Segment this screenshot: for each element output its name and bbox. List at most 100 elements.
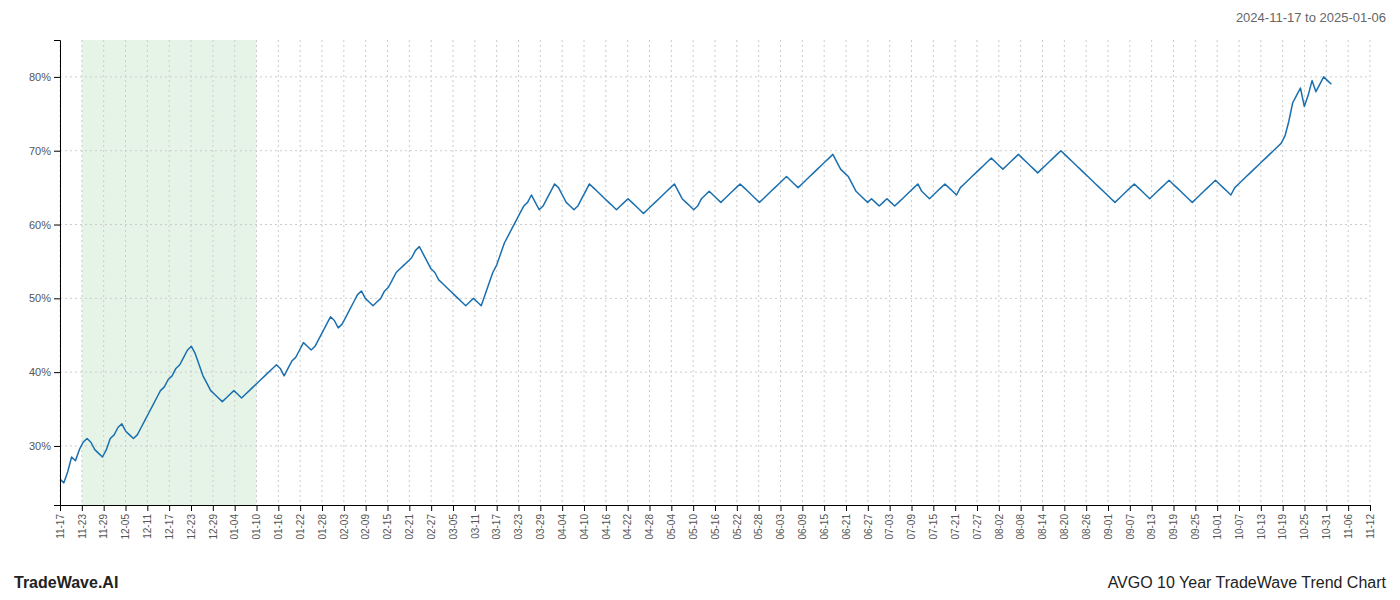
x-grid-line: [496, 40, 497, 505]
x-tick-label: 02-27: [426, 514, 437, 540]
x-tick-mark: [104, 505, 105, 511]
x-tick: 02-09: [360, 505, 371, 540]
x-tick-label: 06-27: [863, 514, 874, 540]
x-grid-line: [693, 40, 694, 505]
x-grid-line: [562, 40, 563, 505]
x-tick: 09-25: [1190, 505, 1201, 540]
x-tick: 04-04: [557, 505, 568, 540]
x-grid-line: [1217, 40, 1218, 505]
x-grid-line: [627, 40, 628, 505]
texts: 2024-11-17 to 2025-01-06TradeWave.AIAVGO…: [14, 10, 1387, 591]
x-tick-mark: [169, 505, 170, 511]
y-axis: 30%40%50%60%70%80%: [29, 41, 61, 506]
x-grid-line: [802, 40, 803, 505]
x-tick: 11-12: [1365, 505, 1376, 539]
x-tick-mark: [737, 505, 738, 511]
y-tick-mark: [54, 298, 60, 299]
x-grid-line: [824, 40, 825, 505]
x-tick-mark: [1348, 505, 1349, 511]
x-tick-mark: [322, 505, 323, 511]
x-tick-mark: [1086, 505, 1087, 511]
x-tick: 07-21: [950, 505, 961, 540]
x-tick-mark: [933, 505, 934, 511]
x-tick: 08-26: [1081, 505, 1092, 540]
x-grid-line: [1042, 40, 1043, 505]
x-tick-mark: [1043, 505, 1044, 511]
x-tick-label: 12-23: [186, 514, 197, 540]
x-tick-label: 04-28: [644, 514, 655, 540]
x-grid-line: [409, 40, 410, 505]
x-tick: 03-05: [448, 505, 459, 540]
x-grid-line: [81, 40, 82, 505]
x-grid-line: [1239, 40, 1240, 505]
x-tick-label: 07-03: [884, 514, 895, 540]
x-grid-line: [322, 40, 323, 505]
x-tick-label: 04-04: [557, 514, 568, 540]
x-grid-line: [1064, 40, 1065, 505]
x-grid-line: [343, 40, 344, 505]
y-tick-label: 50%: [29, 292, 51, 304]
x-tick-label: 07-27: [972, 514, 983, 540]
x-tick: 12-23: [186, 505, 197, 540]
y-tick-label: 30%: [29, 440, 51, 452]
x-tick: 04-28: [644, 505, 655, 540]
x-tick: 03-17: [491, 505, 502, 540]
x-tick: 10-01: [1212, 505, 1223, 540]
x-tick-label: 07-09: [906, 514, 917, 540]
x-tick: 09-13: [1146, 505, 1157, 540]
x-tick-mark: [671, 505, 672, 511]
x-tick: 08-08: [1015, 505, 1026, 540]
x-tick: 09-07: [1125, 505, 1136, 540]
x-tick: 07-27: [972, 505, 983, 540]
x-tick-label: 09-01: [1103, 514, 1114, 540]
x-tick-mark: [1021, 505, 1022, 511]
x-grid-line: [1195, 40, 1196, 505]
x-grid-line: [933, 40, 934, 505]
x-tick-mark: [366, 505, 367, 511]
x-tick-mark: [955, 505, 956, 511]
x-tick-label: 01-10: [251, 514, 262, 540]
x-tick: 06-03: [775, 505, 786, 540]
x-grid-line: [1151, 40, 1152, 505]
x-tick-label: 10-31: [1321, 514, 1332, 540]
x-tick: 10-25: [1299, 505, 1310, 540]
highlight-band: [82, 40, 257, 505]
x-tick-mark: [1283, 505, 1284, 511]
x-tick: 07-15: [928, 505, 939, 540]
x-tick-mark: [693, 505, 694, 511]
x-tick: 03-23: [513, 505, 524, 540]
x-tick-mark: [781, 505, 782, 511]
y-tick-mark: [54, 372, 60, 373]
x-tick-mark: [519, 505, 520, 511]
y-tick-mark: [54, 446, 60, 447]
x-tick-mark: [1174, 505, 1175, 511]
x-grid-line: [649, 40, 650, 505]
x-grid-line: [125, 40, 126, 505]
x-tick-label: 05-28: [753, 514, 764, 540]
x-grid-line: [867, 40, 868, 505]
y-tick-mark: [54, 151, 60, 152]
x-tick-mark: [584, 505, 585, 511]
x-grid-line: [103, 40, 104, 505]
x-tick: 02-27: [426, 505, 437, 540]
x-tick-label: 06-15: [819, 514, 830, 540]
x-tick: 05-22: [732, 505, 743, 540]
y-tick: 50%: [29, 292, 60, 304]
x-tick: 03-29: [535, 505, 546, 540]
x-tick-label: 11-12: [1365, 514, 1376, 539]
x-tick-mark: [191, 505, 192, 511]
x-tick-label: 05-10: [688, 514, 699, 540]
x-tick-label: 08-08: [1015, 514, 1026, 540]
y-tick-label: 40%: [29, 366, 51, 378]
x-grid-line: [387, 40, 388, 505]
x-tick-mark: [540, 505, 541, 511]
x-grid-line: [911, 40, 912, 505]
x-tick-mark: [300, 505, 301, 511]
trend-line: [60, 77, 1331, 483]
x-tick: 12-05: [120, 505, 131, 540]
x-tick-label: 12-11: [142, 514, 153, 539]
y-tick-mark: [54, 77, 60, 78]
x-tick: 07-09: [906, 505, 917, 540]
x-tick-mark: [344, 505, 345, 511]
x-tick-label: 08-14: [1037, 514, 1048, 540]
